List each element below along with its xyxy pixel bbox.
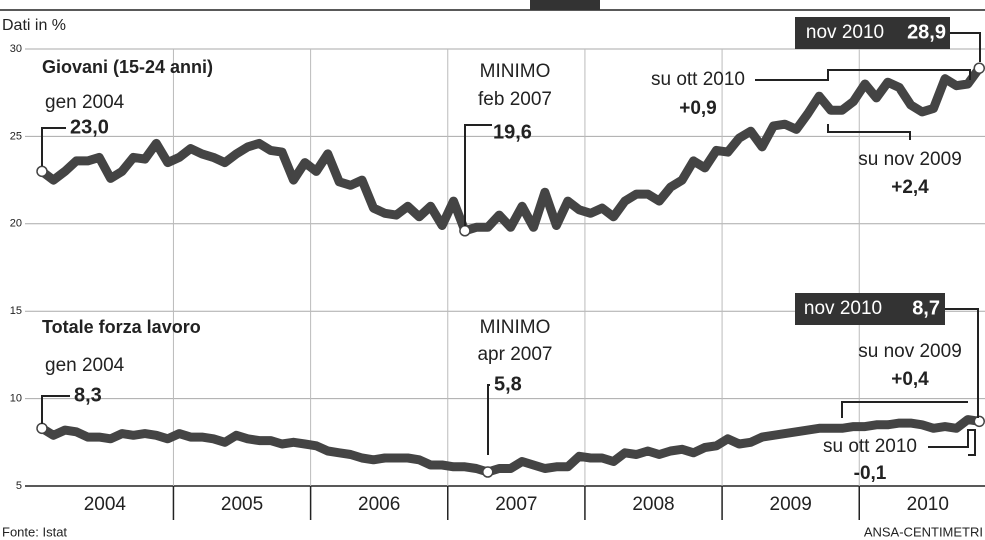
x-tick-label: 2006 [358, 494, 400, 515]
leader-line [828, 124, 910, 140]
x-tick-label: 2009 [770, 494, 812, 515]
leader-line [842, 402, 968, 418]
value-label: 19,6 [493, 121, 532, 143]
x-tick-label: 2005 [221, 494, 263, 515]
icon [530, 0, 600, 10]
point-marker [37, 166, 47, 176]
annotation: gen 2004 [45, 355, 125, 376]
annotation: +0,4 [891, 369, 929, 390]
y-tick-label: 30 [10, 43, 22, 55]
point-marker [37, 423, 47, 433]
leader-line [42, 396, 70, 424]
leader-line [755, 70, 970, 80]
annotation: gen 2004 [45, 92, 125, 113]
annotation: su ott 2010 [651, 69, 745, 90]
leader-line [488, 385, 490, 455]
annotation: -0,1 [854, 463, 887, 484]
value-label: 5,8 [494, 373, 522, 395]
annotation: nov 2010 [804, 298, 882, 319]
annotation: +2,4 [891, 177, 929, 198]
annotation: MINIMO [480, 317, 551, 338]
x-tick-label: 2007 [495, 494, 537, 515]
x-tick-label: 2010 [907, 494, 949, 515]
value-label: 8,7 [912, 297, 940, 319]
credit: ANSA-CENTIMETRI [864, 524, 983, 539]
annotation: feb 2007 [478, 89, 552, 110]
annotation: su nov 2009 [858, 149, 962, 170]
value-label: 8,3 [74, 384, 102, 406]
y-tick-label: 15 [10, 305, 22, 317]
series-name: Totale forza lavoro [42, 317, 201, 337]
y-tick-label: 10 [10, 393, 22, 405]
leader-line [928, 430, 975, 455]
point-marker [460, 226, 470, 236]
annotation: MINIMO [480, 61, 551, 82]
x-tick-label: 2008 [632, 494, 674, 515]
annotation: nov 2010 [806, 22, 884, 43]
leader-line [42, 128, 66, 166]
y-tick-label: 5 [16, 480, 22, 492]
annotation: +0,9 [679, 98, 717, 119]
leader-line [465, 125, 492, 226]
subtitle: Dati in % [2, 17, 66, 34]
source: Fonte: Istat [2, 524, 67, 539]
series-name: Giovani (15-24 anni) [42, 57, 213, 77]
leader-line [950, 33, 980, 62]
y-tick-label: 20 [10, 218, 22, 230]
annotation: su ott 2010 [823, 436, 917, 457]
chart: Dati in % Fonte: Istat ANSA-CENTIMETRI 5… [0, 0, 985, 540]
annotation: apr 2007 [477, 344, 552, 365]
annotation: su nov 2009 [858, 341, 962, 362]
value-label: 23,0 [70, 116, 109, 138]
value-label: 28,9 [907, 21, 946, 43]
point-marker [483, 467, 493, 477]
x-tick-label: 2004 [84, 494, 127, 515]
y-tick-label: 25 [10, 130, 22, 142]
point-marker [974, 63, 984, 73]
point-marker [974, 416, 984, 426]
